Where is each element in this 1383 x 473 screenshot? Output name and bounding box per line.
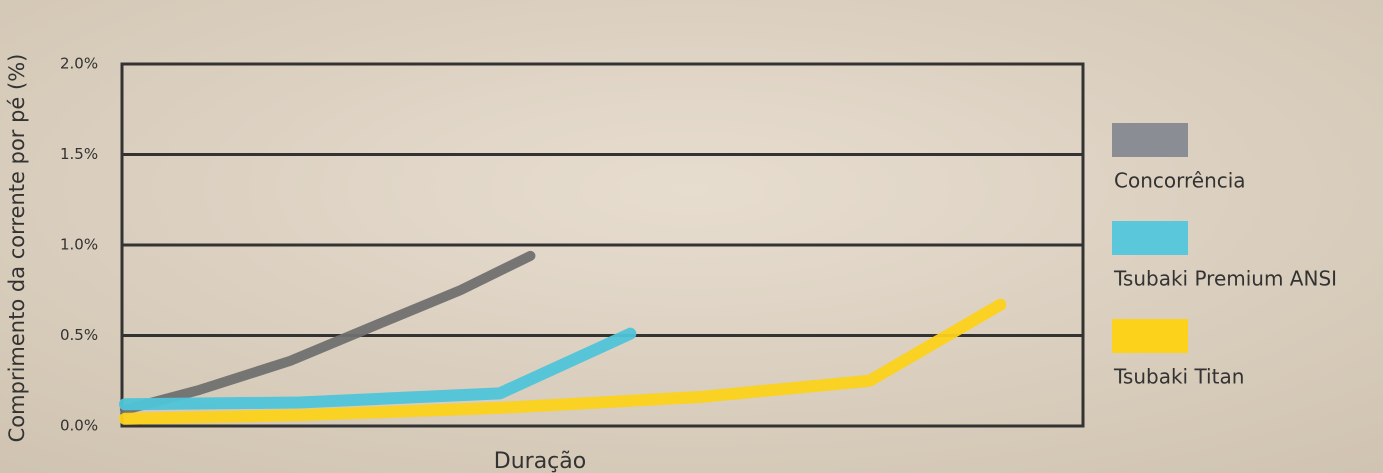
y-tick-label: 0.5% <box>60 326 98 344</box>
legend-swatch <box>1112 221 1188 255</box>
x-axis-label: Duração <box>494 449 586 473</box>
y-tick-label: 2.0% <box>60 55 98 73</box>
y-axis-label: Comprimento da corrente por pé (%) <box>5 54 29 443</box>
y-tick-label: 1.5% <box>60 145 98 163</box>
legend-swatch <box>1112 123 1188 157</box>
chart: Comprimento da corrente por pé (%) Duraç… <box>0 0 1383 473</box>
y-tick-label: 0.0% <box>60 417 98 435</box>
legend-label: Concorrência <box>1114 169 1246 193</box>
y-tick-label: 1.0% <box>60 236 98 254</box>
legend-swatch <box>1112 319 1188 353</box>
legend-label: Tsubaki Titan <box>1113 365 1244 389</box>
legend-label: Tsubaki Premium ANSI <box>1113 267 1337 291</box>
